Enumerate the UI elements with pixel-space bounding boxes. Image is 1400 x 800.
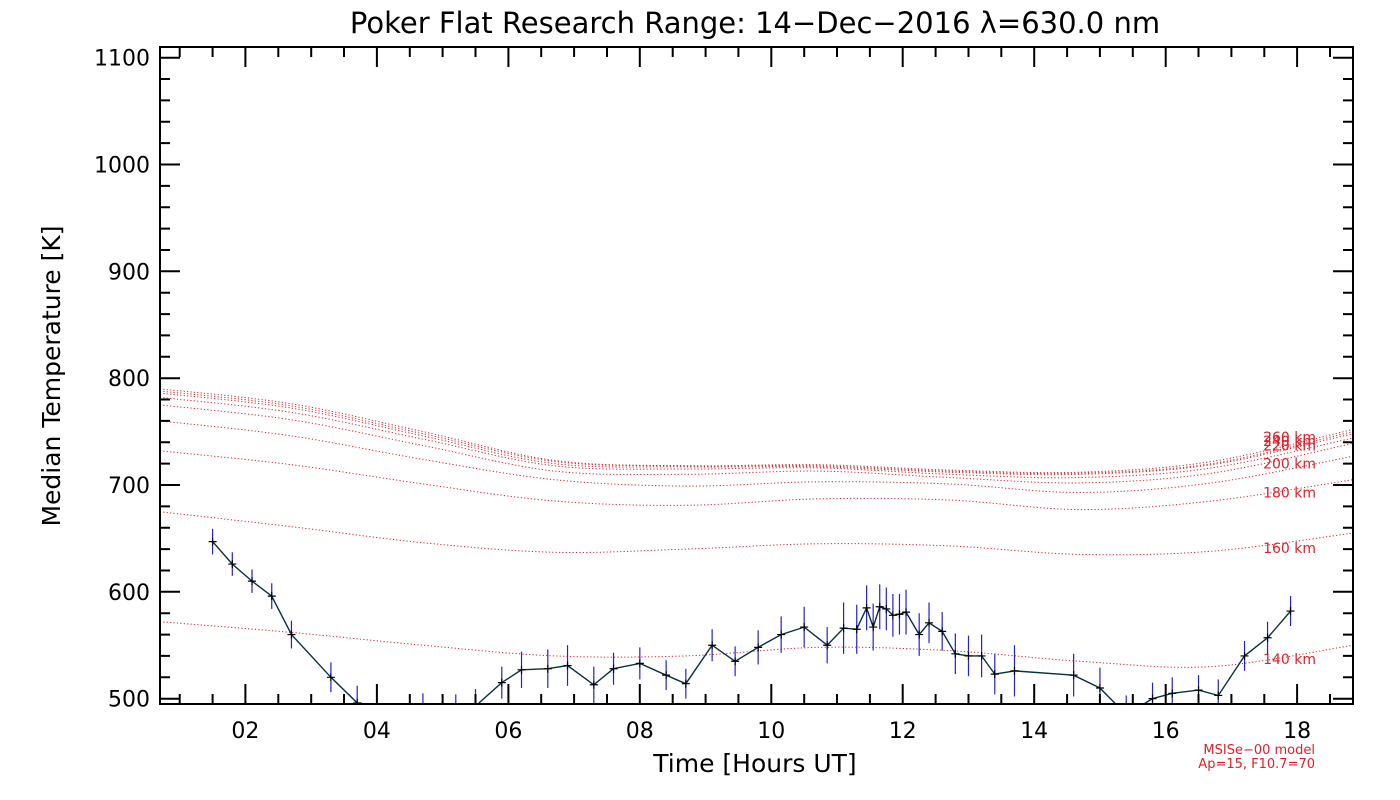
data-point	[777, 630, 786, 639]
data-point	[875, 602, 884, 611]
data-point	[1095, 683, 1104, 692]
data-point	[228, 560, 237, 569]
x-tick-label: 08	[626, 719, 654, 744]
data-point	[902, 608, 911, 617]
data-point	[731, 657, 740, 666]
x-tick-label: 16	[1152, 719, 1180, 744]
axis-ticks	[160, 47, 1353, 704]
x-tick-label: 02	[231, 719, 259, 744]
model-label-220-km: 220 km	[1263, 439, 1316, 455]
x-axis-label: Time [Hours UT]	[652, 749, 856, 778]
y-axis-label: Median Temperature [K]	[37, 225, 66, 526]
model-curves	[160, 388, 1353, 668]
y-tick-label: 600	[108, 581, 150, 606]
data-point	[754, 643, 763, 652]
model-curve-260-km	[160, 392, 1353, 476]
model-label-160-km: 160 km	[1263, 541, 1316, 557]
data-point	[543, 664, 552, 673]
model-label-200-km: 200 km	[1263, 457, 1316, 473]
model-curve-220-km	[160, 404, 1353, 484]
model-curve-280-km	[160, 390, 1353, 475]
model-label-240-km: 240 km	[1263, 434, 1316, 450]
data-point	[681, 679, 690, 688]
x-tick-label: 12	[889, 719, 917, 744]
y-tick-label: 500	[108, 688, 150, 713]
data-point	[1148, 694, 1157, 703]
data-point	[882, 604, 891, 613]
model-curve-160-km	[160, 511, 1353, 556]
data-point	[938, 627, 947, 636]
data-point	[990, 670, 999, 679]
data-point	[497, 678, 506, 687]
data-point	[1240, 651, 1249, 660]
plot-axes: 500 600 700 800 900 1000 1100 02 04 06 08 10 12 14 16 1…	[94, 46, 1354, 744]
data-point	[895, 610, 904, 619]
data-point	[609, 664, 618, 673]
data-point	[800, 623, 809, 632]
model-label-180-km: 180 km	[1263, 486, 1316, 502]
observed-series	[208, 537, 1295, 719]
model-label-260-km: 260 km	[1263, 430, 1316, 446]
chart-title: Poker Flat Research Range: 14−Dec−2016 λ…	[350, 6, 1160, 40]
data-point	[869, 623, 878, 632]
data-point	[862, 603, 871, 612]
y-tick-label: 800	[108, 367, 150, 392]
y-tick-label: 1100	[94, 47, 150, 72]
data-point	[925, 618, 934, 627]
x-tick-label: 04	[363, 719, 391, 744]
footnote-params: Ap=15, F10.7=70	[1198, 757, 1315, 772]
data-point	[977, 651, 986, 660]
model-curve-180-km	[160, 450, 1353, 511]
data-point	[888, 611, 897, 620]
data-point	[1069, 671, 1078, 680]
x-tick-label: 14	[1020, 719, 1048, 744]
data-point	[852, 625, 861, 634]
data-point	[1010, 666, 1019, 675]
model-curve-300-km	[160, 388, 1353, 474]
data-point	[1168, 689, 1177, 698]
data-point	[248, 577, 257, 586]
y-tick-label: 1000	[94, 154, 150, 179]
x-tick-label: 18	[1283, 719, 1311, 744]
data-point	[419, 707, 427, 715]
data-point	[662, 671, 671, 680]
data-point	[823, 641, 832, 650]
data-point	[635, 659, 644, 668]
data-point	[287, 630, 296, 639]
data-point	[452, 707, 460, 715]
data-point	[708, 641, 717, 650]
data-point	[589, 680, 598, 689]
data-point	[208, 537, 217, 546]
data-point	[267, 592, 276, 601]
footnote-model: MSISe−00 model	[1203, 743, 1315, 758]
model-curve-240-km	[160, 396, 1353, 479]
model-curve-200-km	[160, 420, 1353, 494]
observed-line	[212, 541, 1292, 704]
y-tick-label: 900	[108, 260, 150, 285]
y-tick-label: 700	[108, 474, 150, 499]
data-point	[964, 651, 973, 660]
model-curve-140-km	[160, 621, 1353, 668]
data-point	[326, 673, 335, 682]
x-tick-label: 10	[757, 719, 785, 744]
data-point	[353, 698, 362, 704]
data-point	[1214, 691, 1223, 700]
data-point	[1263, 633, 1272, 642]
model-label-140-km: 140 km	[1263, 652, 1316, 668]
data-point	[517, 665, 526, 674]
x-tick-label: 06	[494, 719, 522, 744]
plot-frame	[159, 46, 1354, 705]
data-point	[951, 649, 960, 658]
data-point	[839, 624, 848, 633]
data-point	[1194, 686, 1203, 695]
data-point	[563, 661, 572, 670]
data-point	[1286, 607, 1295, 616]
data-point	[1122, 711, 1130, 719]
data-point	[915, 630, 924, 639]
